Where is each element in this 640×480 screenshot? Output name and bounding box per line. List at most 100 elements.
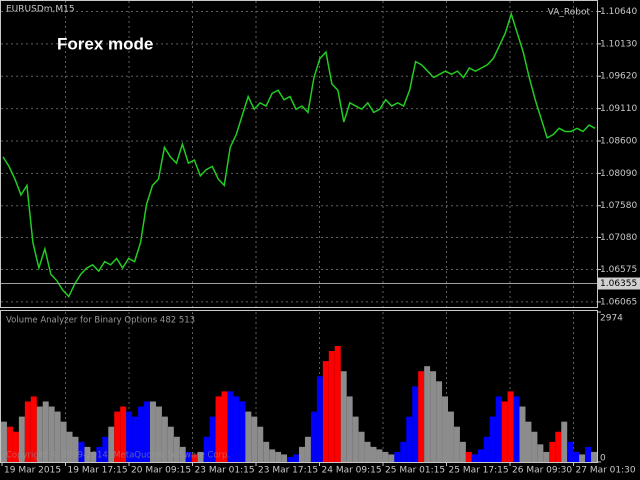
volume-bar [543,451,550,462]
time-label: 23 Mar 17:15 [258,466,318,476]
time-label: 19 Mar 2015 [4,466,61,476]
expert-label: VA_Robot [548,8,591,18]
volume-bar [30,396,37,462]
volume-bar [269,449,276,462]
volume-bar [245,411,252,462]
volume-bar [322,361,329,462]
volume-bar [364,441,371,462]
volume-bar [60,421,67,462]
volume-bar [442,396,448,462]
time-label: 19 Mar 17:15 [68,466,128,476]
volume-bar [406,416,413,462]
volume-bar [358,431,365,462]
volume-bar [471,454,478,462]
volume-bar [352,416,359,462]
volume-bar [48,406,55,462]
volume-bar [549,441,556,462]
volume-bar [150,401,156,462]
indicator-panel-frame [0,310,598,463]
volume-bar [108,426,115,462]
volume-bar [90,451,97,462]
volume-bar [66,431,73,462]
time-label: 23 Mar 01:15 [195,466,255,476]
volume-bar [227,391,234,462]
volume-bar [519,406,526,462]
time-label: 26 Mar 09:30 [512,466,572,476]
volume-bar [138,406,145,462]
current-price-label: 1.06355 [600,279,637,289]
volume-bar [167,426,174,462]
y-tick-label: 1.08600 [600,136,637,146]
volume-bar [203,436,210,462]
volume-bar [120,406,127,462]
y-tick-label: 1.10130 [600,39,637,49]
volume-bar [239,401,246,462]
volume-bar [18,416,25,462]
volume-bar [144,401,150,462]
volume-bar [316,376,323,462]
volume-bar [388,454,395,462]
volume-bar [161,416,168,462]
volume-bar [424,366,431,462]
indicator-title: Volume Analyzer for Binary Options 482 5… [6,316,195,326]
volume-bar [299,446,305,462]
y-tick-label: 1.09110 [600,104,637,114]
grid [1,1,601,466]
volume-bar [579,454,586,462]
window-title: EURUSDm,M15 [6,5,75,15]
volume-bar [78,441,85,462]
y-tick-label: 1.10640 [600,7,637,17]
y-tick-label: 1.08090 [600,169,637,179]
volume-bar [370,446,377,462]
volume-bar [6,426,13,462]
y-tick-label: 1.06575 [600,265,637,275]
time-label: 25 Mar 01:15 [385,466,445,476]
volume-bar [1,421,7,462]
volume-bar [42,401,49,462]
volume-bar [328,351,335,462]
volume-bar [376,449,383,462]
volume-bar [489,416,496,462]
annotation: Forex mode [57,34,153,53]
labels: 19 Mar 2015 19 Mar 17:15 20 Mar 09:15 23 Ma… [4,7,640,476]
volume-bar [394,451,401,462]
volume-bar [400,441,407,462]
volume-bar [257,426,264,462]
volume-bar [310,411,317,462]
volume-bar [24,401,31,462]
volume-bar [36,406,43,462]
volume-bar [382,451,389,462]
volume-bar [263,441,270,462]
current-price-box [598,277,640,290]
volume-bar [197,451,204,462]
volume-bar [304,436,311,462]
volume-bar [221,391,228,462]
volume-bar [430,371,437,462]
time-label: 25 Mar 17:15 [449,466,509,476]
volume-bar [453,426,460,462]
volume-bar [507,391,514,462]
time-label: 20 Mar 09:15 [131,466,191,476]
volume-bar [12,431,19,462]
volume-bar [448,411,454,462]
volume-bar [483,436,490,462]
volume-bar [501,401,508,462]
volume-bar [465,451,472,462]
volume-bar [281,454,288,462]
volume-bar [287,456,294,462]
volume-bar [346,396,353,462]
time-label: 27 Mar 01:30 [576,466,636,476]
copyright: Copyright © 2009-2014, MetaQuotes Softwa… [6,451,230,461]
volume-bar [537,444,544,462]
volume-bar [233,396,240,462]
y-tick-label: 2974 [600,314,623,324]
volume-bar [525,421,532,462]
volume-bar [436,381,443,462]
volume-bar [591,451,597,462]
volume-bar [126,411,133,462]
volume-bar [191,454,198,462]
y-tick-label: 1.09620 [600,72,637,82]
volume-bar [531,431,538,462]
volume-bar [132,416,139,462]
volume-bar [173,436,180,462]
